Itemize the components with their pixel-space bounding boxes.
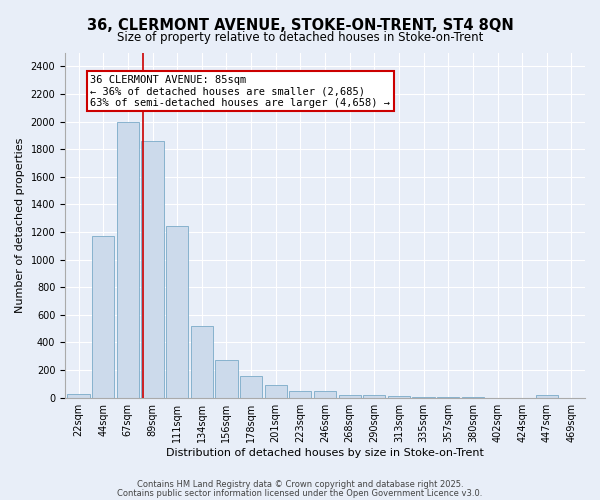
Bar xyxy=(314,392,336,398)
Bar xyxy=(388,396,410,398)
Bar xyxy=(142,141,164,398)
Bar xyxy=(363,394,385,398)
Bar xyxy=(191,326,213,398)
X-axis label: Distribution of detached houses by size in Stoke-on-Trent: Distribution of detached houses by size … xyxy=(166,448,484,458)
Bar xyxy=(289,392,311,398)
Bar xyxy=(92,236,115,398)
Text: Contains public sector information licensed under the Open Government Licence v3: Contains public sector information licen… xyxy=(118,488,482,498)
Text: Size of property relative to detached houses in Stoke-on-Trent: Size of property relative to detached ho… xyxy=(117,31,483,44)
Text: 36, CLERMONT AVENUE, STOKE-ON-TRENT, ST4 8QN: 36, CLERMONT AVENUE, STOKE-ON-TRENT, ST4… xyxy=(86,18,514,32)
Bar xyxy=(166,226,188,398)
Bar xyxy=(412,397,434,398)
Y-axis label: Number of detached properties: Number of detached properties xyxy=(15,138,25,313)
Bar xyxy=(265,386,287,398)
Text: 36 CLERMONT AVENUE: 85sqm
← 36% of detached houses are smaller (2,685)
63% of se: 36 CLERMONT AVENUE: 85sqm ← 36% of detac… xyxy=(91,74,391,108)
Bar xyxy=(536,395,558,398)
Bar xyxy=(67,394,89,398)
Bar xyxy=(338,395,361,398)
Text: Contains HM Land Registry data © Crown copyright and database right 2025.: Contains HM Land Registry data © Crown c… xyxy=(137,480,463,489)
Bar xyxy=(117,122,139,398)
Bar xyxy=(240,376,262,398)
Bar xyxy=(215,360,238,398)
